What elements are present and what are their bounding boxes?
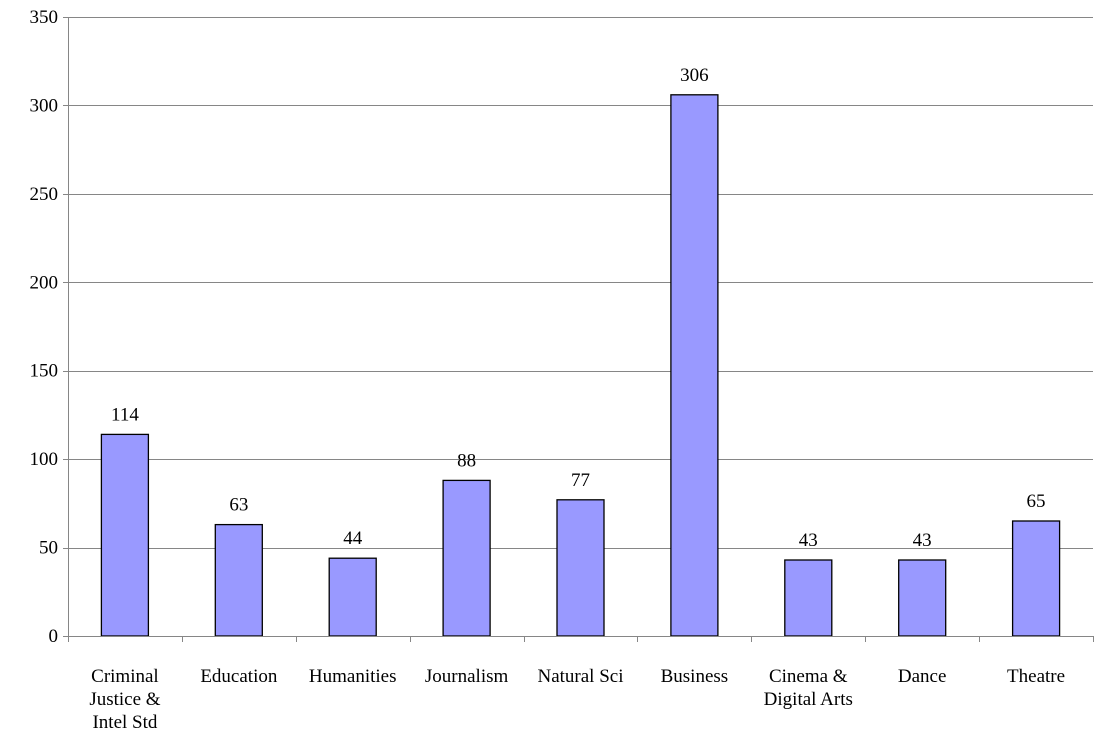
bars	[100, 94, 1061, 637]
y-tick-label: 100	[30, 449, 59, 470]
x-category-label-line: Justice &	[89, 689, 160, 710]
data-label: 77	[571, 470, 590, 491]
x-category-label-line: Criminal	[91, 666, 159, 687]
x-category-label: Dance	[898, 666, 947, 687]
bar	[1011, 520, 1061, 637]
y-axis-tick-labels: 0 50 100 150 200 250 300 350	[30, 7, 59, 647]
x-category-label: Cinema & Digital Arts	[764, 666, 853, 710]
x-category-label-line: Natural Sci	[537, 666, 623, 687]
data-label: 44	[343, 528, 363, 549]
x-category-label-line: Digital Arts	[764, 689, 853, 710]
data-label: 43	[913, 530, 932, 551]
y-tick-label: 150	[30, 361, 59, 382]
y-tick-label: 0	[49, 626, 59, 647]
data-label: 43	[799, 530, 818, 551]
gridlines	[68, 17, 1093, 549]
bar	[784, 559, 833, 637]
y-tick-label: 200	[30, 272, 59, 293]
x-category-label: Humanities	[309, 666, 397, 687]
x-axis-category-labels: Criminal Justice & Intel Std Education Human…	[89, 666, 1065, 733]
x-category-label: Business	[661, 666, 729, 687]
data-label: 306	[680, 65, 709, 86]
y-tick-label: 50	[39, 538, 58, 559]
bar	[898, 559, 947, 637]
bar	[670, 94, 719, 637]
x-category-label-line: Cinema &	[769, 666, 848, 687]
y-tick-label: 350	[30, 7, 59, 28]
bar	[442, 479, 491, 637]
x-category-label: Criminal Justice & Intel Std	[89, 666, 160, 733]
data-label: 65	[1027, 491, 1046, 512]
bar	[328, 557, 377, 637]
x-category-label-line: Business	[661, 666, 729, 687]
bar	[100, 433, 150, 637]
data-labels: 114 63 44 88 77 306 43 43 65	[111, 65, 1046, 551]
bar	[556, 499, 605, 637]
x-category-label-line: Dance	[898, 666, 947, 687]
x-category-label: Education	[200, 666, 278, 687]
x-category-label-line: Humanities	[309, 666, 397, 687]
axes	[63, 17, 1094, 642]
x-category-label-line: Journalism	[425, 666, 509, 687]
data-label: 114	[111, 404, 139, 425]
x-category-label-line: Intel Std	[92, 712, 157, 733]
data-label: 88	[457, 450, 476, 471]
x-category-label: Natural Sci	[537, 666, 623, 687]
x-category-label: Theatre	[1007, 666, 1065, 687]
y-tick-label: 300	[30, 95, 59, 116]
bar	[214, 523, 263, 637]
x-category-label: Journalism	[425, 666, 509, 687]
x-category-label-line: Education	[200, 666, 278, 687]
data-label: 63	[229, 495, 248, 516]
x-category-label-line: Theatre	[1007, 666, 1065, 687]
y-tick-label: 250	[30, 184, 59, 205]
